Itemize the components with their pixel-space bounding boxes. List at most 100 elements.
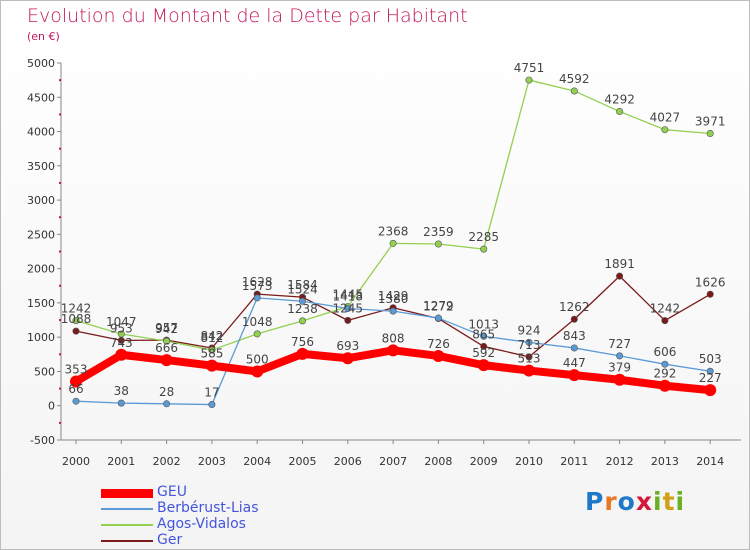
data-point — [387, 344, 400, 357]
data-point — [298, 297, 306, 305]
x-tick-label: 2008 — [424, 455, 452, 468]
y-minor-tick — [59, 216, 61, 219]
data-point — [616, 272, 624, 280]
data-label: 1245 — [333, 301, 364, 315]
data-point — [341, 352, 354, 365]
chart-subtitle: (en €) — [27, 30, 60, 43]
data-label: 379 — [608, 361, 631, 375]
data-point — [160, 354, 173, 367]
data-label: 4027 — [650, 111, 681, 125]
data-point — [706, 130, 714, 138]
y-minor-tick — [59, 319, 61, 322]
data-point — [344, 305, 352, 313]
legend-label: Berbérust-Lias — [157, 500, 259, 516]
x-tick-label: 2000 — [62, 455, 90, 468]
data-label: 693 — [336, 339, 359, 353]
data-point — [163, 400, 171, 408]
x-tick-label: 2009 — [470, 455, 498, 468]
data-label: 1524 — [287, 282, 318, 296]
y-minor-tick — [59, 147, 61, 150]
data-label: 865 — [472, 327, 495, 341]
data-label: 1242 — [61, 302, 92, 316]
legend-label: Agos-Vidalos — [157, 516, 246, 532]
y-tick-label: 3500 — [27, 160, 55, 173]
x-tick-label: 2004 — [243, 455, 271, 468]
data-label: 953 — [110, 321, 133, 335]
data-point — [434, 240, 442, 248]
data-point — [163, 337, 171, 345]
data-label: 606 — [653, 345, 676, 359]
data-label: 726 — [427, 337, 450, 351]
data-label: 1429 — [378, 289, 409, 303]
data-label: 1891 — [604, 257, 635, 271]
data-point — [72, 317, 80, 325]
data-point — [115, 348, 128, 361]
y-tick-label: 3000 — [27, 194, 55, 207]
data-label: 2359 — [423, 225, 454, 239]
y-tick-label: 1500 — [27, 297, 55, 310]
data-point — [661, 126, 669, 134]
data-label: 957 — [155, 321, 178, 335]
data-label: 2368 — [378, 224, 409, 238]
data-point — [706, 367, 714, 375]
y-minor-tick — [59, 284, 61, 287]
x-tick-label: 2006 — [334, 455, 362, 468]
data-point — [570, 344, 578, 352]
data-point — [658, 379, 671, 392]
data-point — [298, 317, 306, 325]
data-point — [205, 359, 218, 372]
data-point — [389, 239, 397, 247]
data-label: 4751 — [514, 61, 545, 75]
data-label: 28 — [159, 385, 174, 399]
data-label: 500 — [246, 352, 269, 366]
data-point — [616, 108, 624, 116]
data-point — [389, 307, 397, 315]
data-point — [253, 330, 261, 338]
logo-letter: o — [617, 487, 636, 516]
data-label: 812 — [200, 331, 223, 345]
data-point — [525, 353, 533, 361]
data-label: 1238 — [287, 302, 318, 316]
y-tick-label: -500 — [30, 434, 55, 447]
y-tick-label: 2000 — [27, 263, 55, 276]
data-label: 842 — [200, 329, 223, 343]
data-point — [432, 349, 445, 362]
y-minor-tick — [59, 79, 61, 82]
data-point — [253, 294, 261, 302]
data-label: 447 — [563, 356, 586, 370]
data-point — [344, 316, 352, 324]
x-tick-label: 2010 — [515, 455, 543, 468]
x-tick-label: 2002 — [153, 455, 181, 468]
data-label: 713 — [518, 338, 541, 352]
data-point — [117, 330, 125, 338]
y-tick-label: 500 — [34, 365, 55, 378]
data-point — [613, 373, 626, 386]
x-tick-label: 2007 — [379, 455, 407, 468]
data-point — [523, 364, 535, 377]
data-label: 743 — [110, 336, 133, 350]
data-label: 1262 — [559, 300, 590, 314]
legend-label: Ger — [157, 532, 183, 548]
logo-letter: i — [675, 487, 686, 516]
data-point — [480, 245, 488, 253]
data-point — [568, 369, 581, 382]
legend-swatch — [101, 488, 153, 498]
data-point — [296, 347, 309, 360]
data-label: 1380 — [378, 292, 409, 306]
data-point — [251, 365, 264, 378]
data-label: 924 — [518, 323, 541, 337]
data-label: 592 — [472, 346, 495, 360]
y-tick-label: 0 — [48, 400, 55, 413]
x-tick-label: 2011 — [560, 455, 588, 468]
x-tick-label: 2005 — [289, 455, 317, 468]
data-point — [525, 76, 533, 84]
y-tick-label: 4500 — [27, 91, 55, 104]
data-label: 756 — [291, 335, 314, 349]
data-label: 843 — [563, 329, 586, 343]
y-minor-tick — [59, 353, 61, 356]
data-point — [525, 338, 533, 346]
logo-letter: t — [662, 487, 676, 516]
proxiti-logo: Proxiti — [585, 487, 685, 516]
data-label: 1242 — [650, 302, 681, 316]
